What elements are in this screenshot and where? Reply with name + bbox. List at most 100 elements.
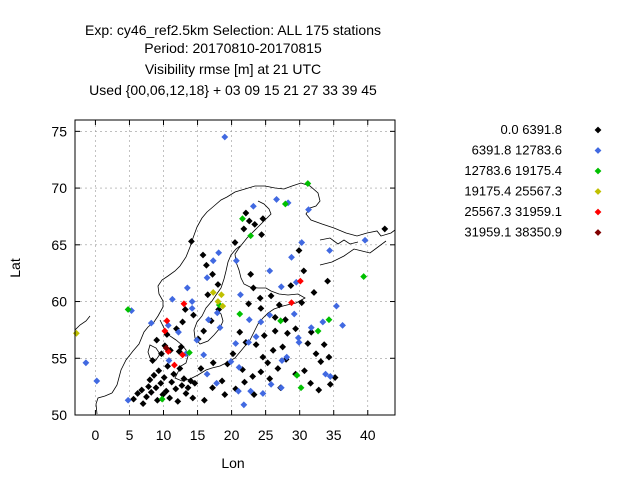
legend-label: 19175.4 25567.3 xyxy=(464,184,562,199)
data-point xyxy=(191,379,199,387)
y-tick-label: 55 xyxy=(51,350,67,366)
data-point xyxy=(307,379,314,387)
chart-title: Exp: cy46_ref2.5km Selection: ALL 175 st… xyxy=(85,22,381,98)
y-tick-label: 65 xyxy=(51,237,67,253)
data-point xyxy=(295,247,303,254)
data-point xyxy=(188,238,195,245)
data-point xyxy=(217,291,225,299)
data-point xyxy=(180,375,188,383)
data-point xyxy=(193,336,201,344)
data-point xyxy=(259,353,267,361)
data-point xyxy=(200,327,208,335)
data-point xyxy=(235,387,242,395)
data-point xyxy=(189,394,197,402)
legend: 0.0 6391.8 6391.8 12783.6 12783.6 19175.4 1… xyxy=(464,122,602,240)
x-tick-label: 15 xyxy=(190,427,206,443)
data-point xyxy=(205,316,212,324)
data-point xyxy=(283,353,291,361)
data-point xyxy=(219,302,227,310)
data-point xyxy=(294,334,302,342)
data-point xyxy=(200,351,208,359)
data-point xyxy=(304,180,312,187)
data-point xyxy=(180,300,188,308)
data-point xyxy=(130,395,137,403)
data-point xyxy=(164,362,171,370)
data-point xyxy=(124,306,132,313)
data-point xyxy=(331,374,339,381)
data-point xyxy=(237,291,244,299)
data-point xyxy=(197,365,205,372)
data-point xyxy=(149,357,157,364)
data-point xyxy=(152,384,160,392)
data-point xyxy=(139,400,147,408)
data-point xyxy=(381,225,389,233)
data-point xyxy=(177,343,185,351)
data-point xyxy=(209,270,216,278)
data-point xyxy=(247,387,255,395)
y-tick-label: 75 xyxy=(51,123,67,139)
data-point xyxy=(209,257,217,265)
data-point xyxy=(240,401,248,409)
data-point xyxy=(231,239,239,246)
y-tick-label: 50 xyxy=(51,407,67,423)
data-point xyxy=(82,359,90,367)
data-point xyxy=(209,359,217,367)
data-point xyxy=(310,289,318,296)
data-point xyxy=(326,373,334,380)
data-point xyxy=(339,321,346,329)
data-point xyxy=(293,371,301,379)
data-point xyxy=(124,396,132,404)
data-point xyxy=(273,196,280,203)
data-point xyxy=(274,365,282,372)
data-point xyxy=(153,336,161,344)
data-point xyxy=(245,300,253,308)
x-tick-label: 40 xyxy=(360,427,376,443)
data-point xyxy=(209,289,217,296)
data-point xyxy=(304,340,312,347)
data-point xyxy=(163,317,171,325)
legend-label: 0.0 6391.8 xyxy=(501,122,562,137)
data-point xyxy=(247,232,255,240)
data-point xyxy=(324,277,331,285)
data-point xyxy=(249,202,257,210)
data-point xyxy=(278,357,286,364)
legend-label: 25567.3 31959.1 xyxy=(464,204,562,219)
data-point xyxy=(232,340,240,347)
data-point xyxy=(183,284,191,292)
data-point xyxy=(257,318,265,326)
data-point xyxy=(179,318,186,326)
data-point xyxy=(296,277,304,285)
data-point xyxy=(267,292,275,300)
data-point xyxy=(249,373,257,380)
data-point xyxy=(288,253,295,261)
data-point xyxy=(218,377,226,385)
y-axis-label: Lat xyxy=(7,258,23,278)
axis-ticks: 0 5 10 15 20 25 30 35 40 50 55 60 65 70 75 xyxy=(51,120,395,443)
data-point xyxy=(277,283,285,291)
data-point xyxy=(298,239,306,246)
x-tick-label: 35 xyxy=(326,427,342,443)
data-point xyxy=(279,343,287,351)
legend-marker xyxy=(594,126,602,134)
data-point xyxy=(232,257,240,265)
data-point xyxy=(326,380,334,388)
data-point xyxy=(213,309,221,317)
data-point xyxy=(168,295,176,303)
data-point xyxy=(249,284,257,292)
data-point xyxy=(147,319,155,327)
legend-label: 12783.6 19175.4 xyxy=(464,163,562,178)
data-point xyxy=(317,358,325,366)
data-point xyxy=(277,317,285,325)
title-line-2: Period: 20170810-20170815 xyxy=(144,40,322,56)
data-point xyxy=(162,387,170,395)
data-points xyxy=(72,133,389,409)
title-line-4: Used {00,06,12,18} + 03 09 15 21 27 33 3… xyxy=(89,82,377,98)
data-point xyxy=(162,344,170,352)
data-point xyxy=(292,325,299,333)
data-point xyxy=(153,396,161,404)
data-point xyxy=(181,306,189,313)
data-point xyxy=(287,282,295,290)
data-point xyxy=(257,368,265,376)
data-point xyxy=(325,353,333,361)
data-point xyxy=(239,215,246,223)
